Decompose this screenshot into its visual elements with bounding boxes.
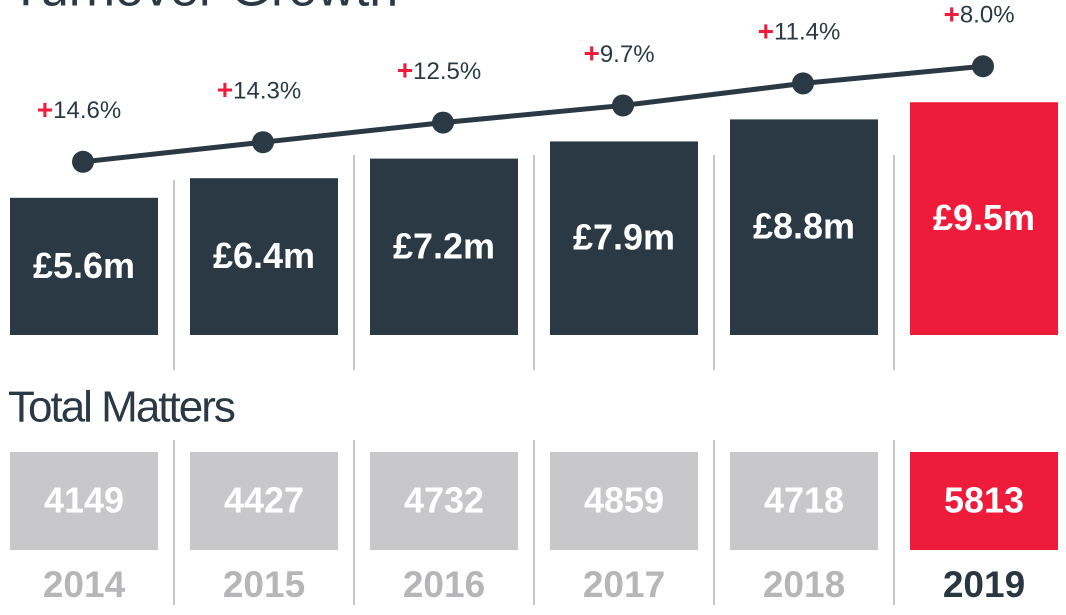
year-label: 2018 (763, 564, 845, 605)
bar-label: £7.9m (573, 217, 675, 258)
matters-box (190, 452, 338, 550)
matters-box (910, 452, 1058, 550)
bar (550, 141, 698, 335)
matters-label: 4732 (404, 480, 484, 521)
bar (10, 197, 158, 335)
growth-label: +11.4% (758, 16, 841, 47)
matters-box (370, 452, 518, 550)
year-label: 2017 (583, 564, 665, 605)
bar (370, 158, 518, 335)
year-label: 2015 (223, 564, 305, 605)
bar-label: £7.2m (393, 225, 495, 266)
matters-box (550, 452, 698, 550)
trend-line (82, 63, 984, 165)
trend-dot (972, 55, 994, 78)
growth-sign: + (397, 55, 413, 86)
growth-label: +14.3% (217, 75, 301, 106)
bar (190, 178, 338, 335)
bar (730, 119, 878, 336)
bar (910, 102, 1058, 335)
matters-label: 4427 (224, 480, 304, 521)
matters-box (730, 452, 878, 550)
trend-dot (612, 94, 634, 117)
bar-label: £9.5m (933, 197, 1035, 238)
matters-title: Total Matters (8, 383, 235, 432)
year-label: 2016 (403, 564, 485, 605)
year-label: 2019 (943, 564, 1025, 605)
trend-dot (792, 72, 814, 95)
growth-sign: + (943, 0, 959, 30)
chart-title: Turnover Growth (10, 0, 398, 18)
matters-label: 5813 (944, 480, 1024, 521)
growth-label: +14.6% (37, 94, 121, 125)
growth-label: +12.5% (397, 55, 481, 86)
growth-sign: + (217, 75, 233, 106)
growth-label: +8.0% (943, 0, 1014, 30)
growth-sign: + (583, 38, 599, 69)
bar-label: £5.6m (33, 245, 135, 286)
trend-dot (432, 111, 454, 134)
bar-label: £6.4m (213, 235, 315, 276)
bar-label: £8.8m (753, 206, 855, 247)
matters-label: 4149 (44, 480, 124, 521)
trend-dot (252, 131, 274, 154)
year-label: 2014 (43, 564, 126, 605)
matters-label: 4718 (764, 480, 844, 521)
growth-sign: + (37, 94, 53, 125)
growth-sign: + (758, 16, 774, 47)
growth-label: +9.7% (583, 38, 654, 69)
trend-dot (72, 150, 94, 173)
matters-box (10, 452, 158, 550)
matters-label: 4859 (584, 480, 664, 521)
